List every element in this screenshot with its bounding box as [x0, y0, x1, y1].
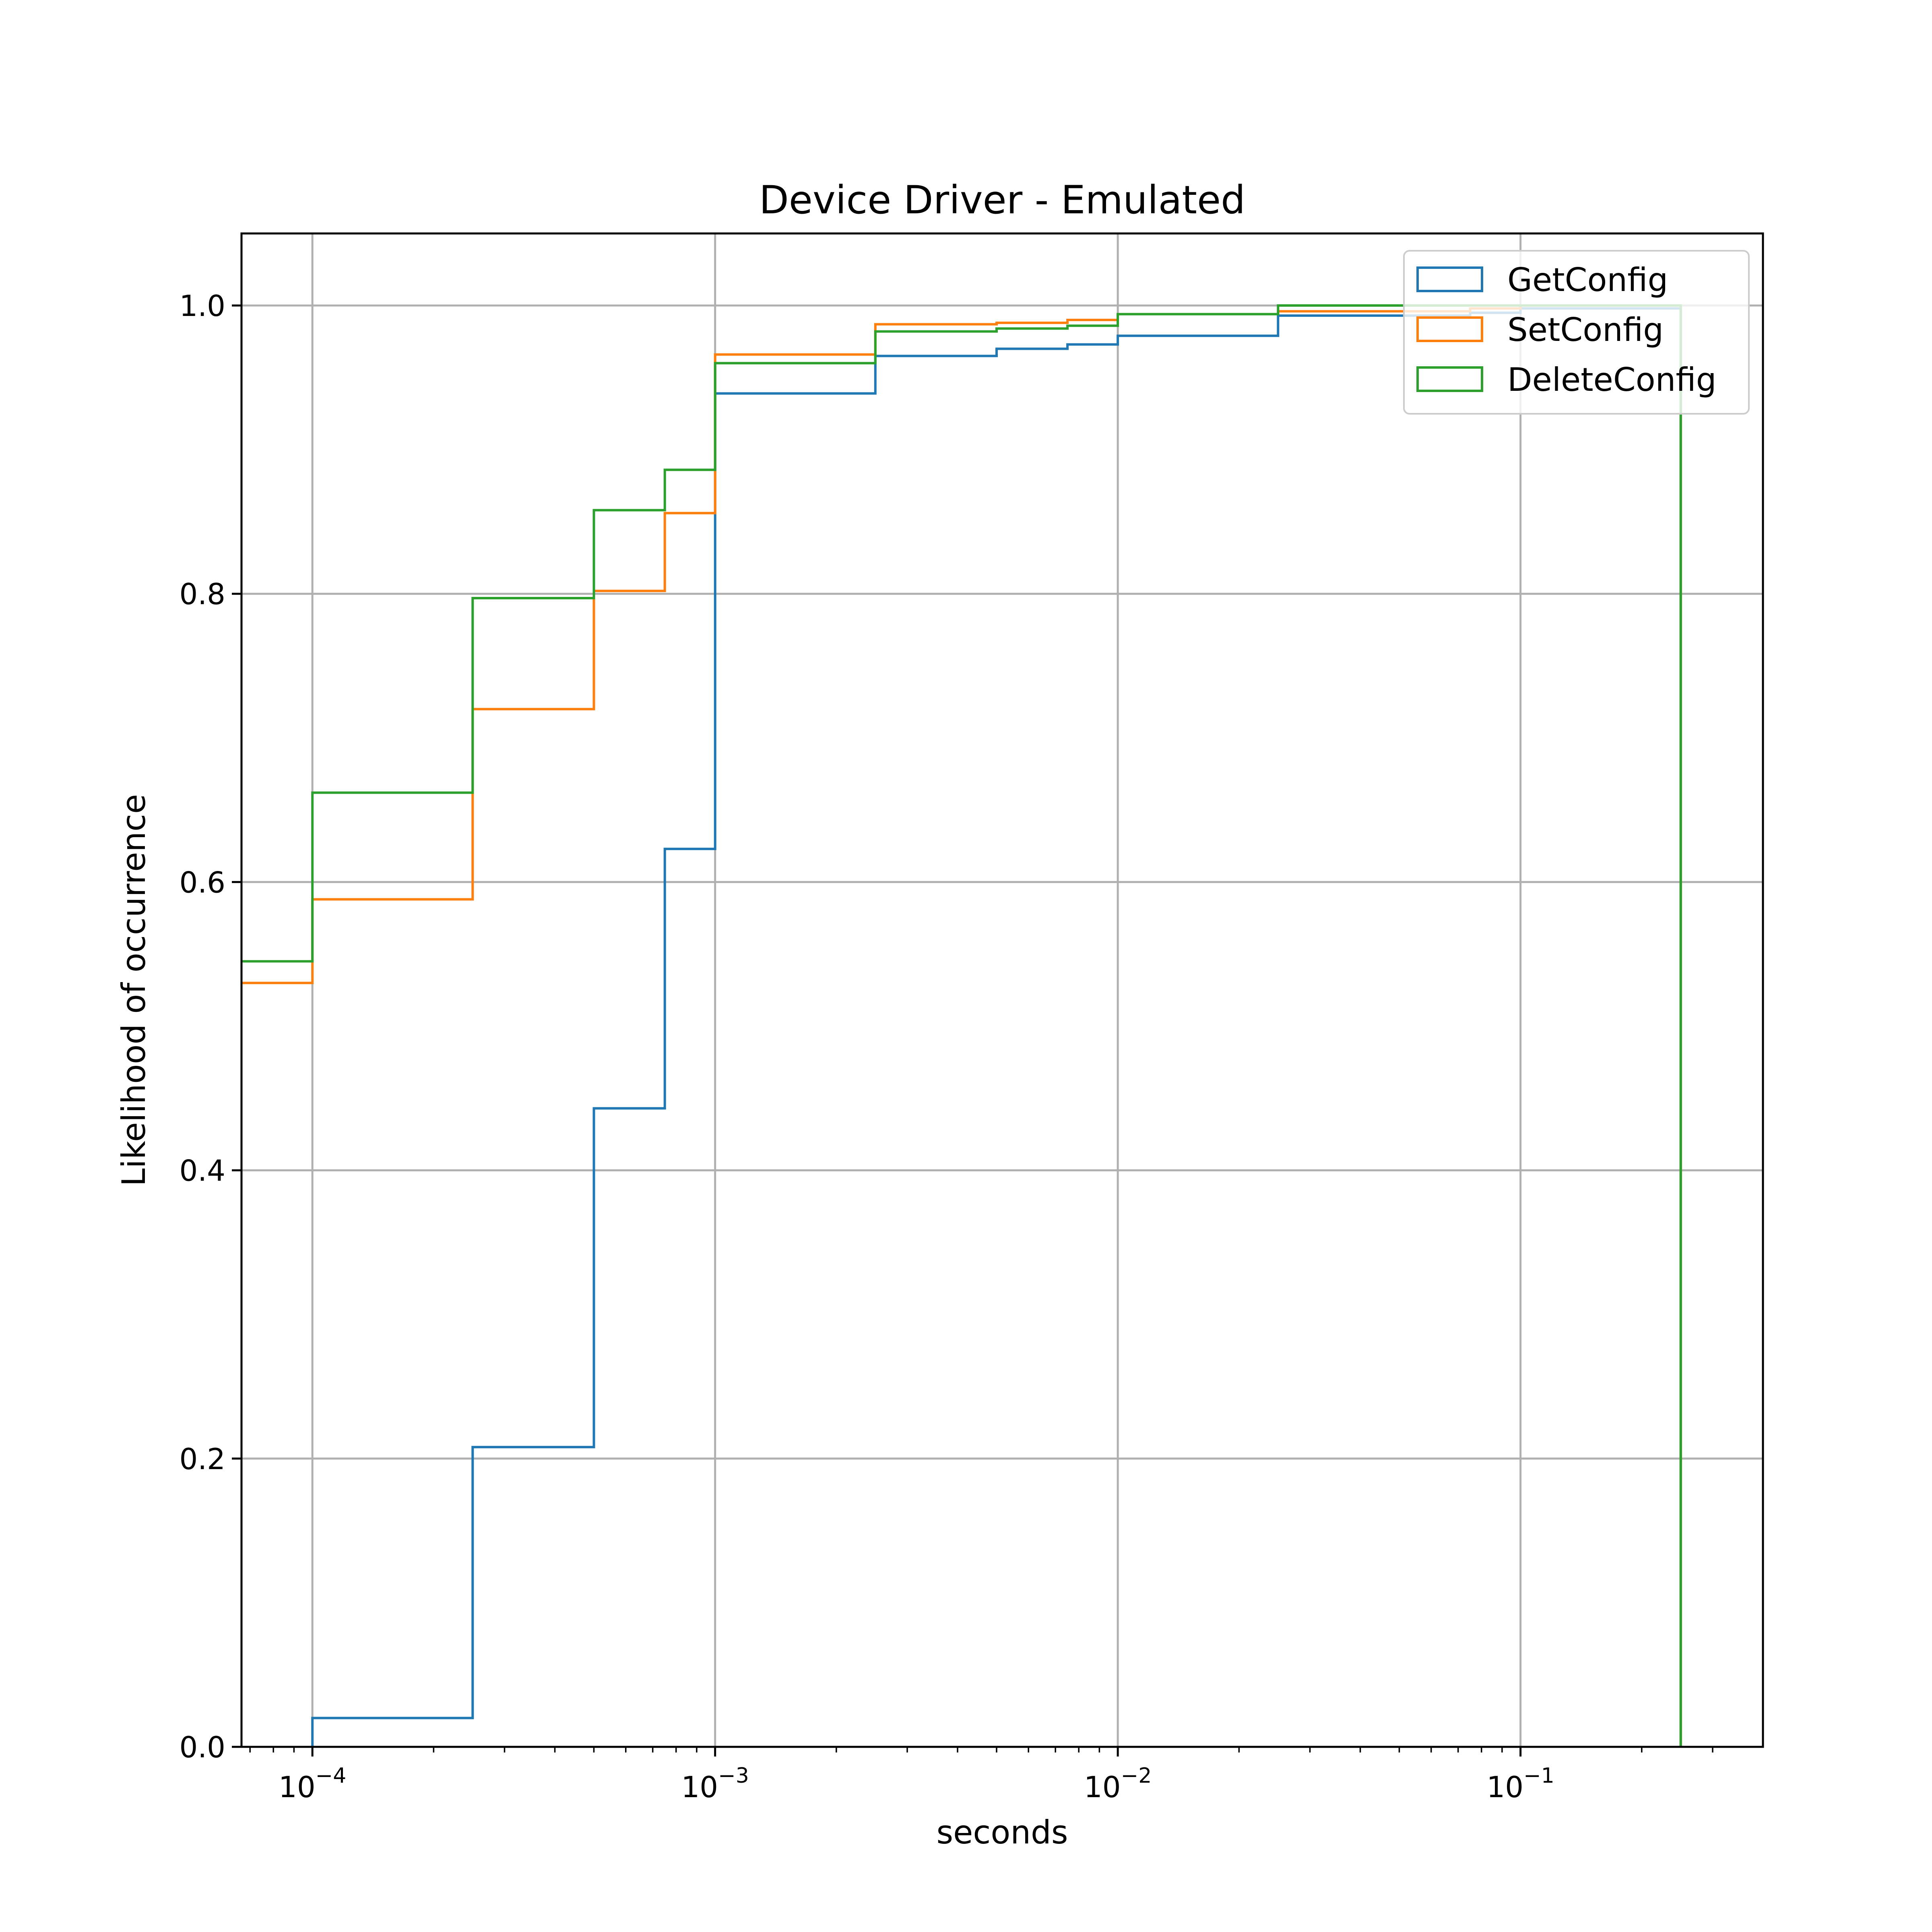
legend-label: DeleteConfig	[1507, 361, 1717, 398]
y-tick-label: 0.4	[179, 1154, 225, 1188]
y-tick-label: 1.0	[179, 289, 225, 323]
plot-frame	[240, 232, 1764, 1748]
legend-swatch	[1416, 366, 1483, 392]
x-tick-label: 10−3	[681, 1764, 749, 1804]
y-tick-label: 0.8	[179, 577, 225, 611]
legend-box	[1403, 250, 1750, 415]
x-axis-label: seconds	[937, 1814, 1068, 1851]
axis-ticks: 10−4 10−3 10−2 10−1 0.0 0.2 0.4 0.6 0.8 1.0	[179, 289, 1713, 1804]
legend-swatch	[1416, 266, 1483, 292]
y-tick-label: 0.0	[179, 1730, 225, 1764]
chart-title: Device Driver - Emulated	[759, 178, 1245, 223]
series-line-deleteconfig	[242, 304, 1682, 1747]
legend-swatch	[1416, 316, 1483, 342]
legend-label: SetConfig	[1507, 311, 1664, 349]
legend: GetConfig SetConfig DeleteConfig	[1403, 250, 1750, 415]
x-tick-label: 10−1	[1487, 1764, 1554, 1804]
y-tick-label: 0.2	[179, 1442, 225, 1476]
legend-items: GetConfig SetConfig DeleteConfig	[1416, 261, 1717, 398]
y-tick-label: 0.6	[179, 865, 225, 899]
legend-label: GetConfig	[1507, 261, 1668, 299]
y-axis-label: Likelihood of occurrence	[115, 794, 153, 1187]
x-tick-label: 10−4	[279, 1764, 346, 1804]
x-tick-label: 10−2	[1084, 1764, 1152, 1804]
